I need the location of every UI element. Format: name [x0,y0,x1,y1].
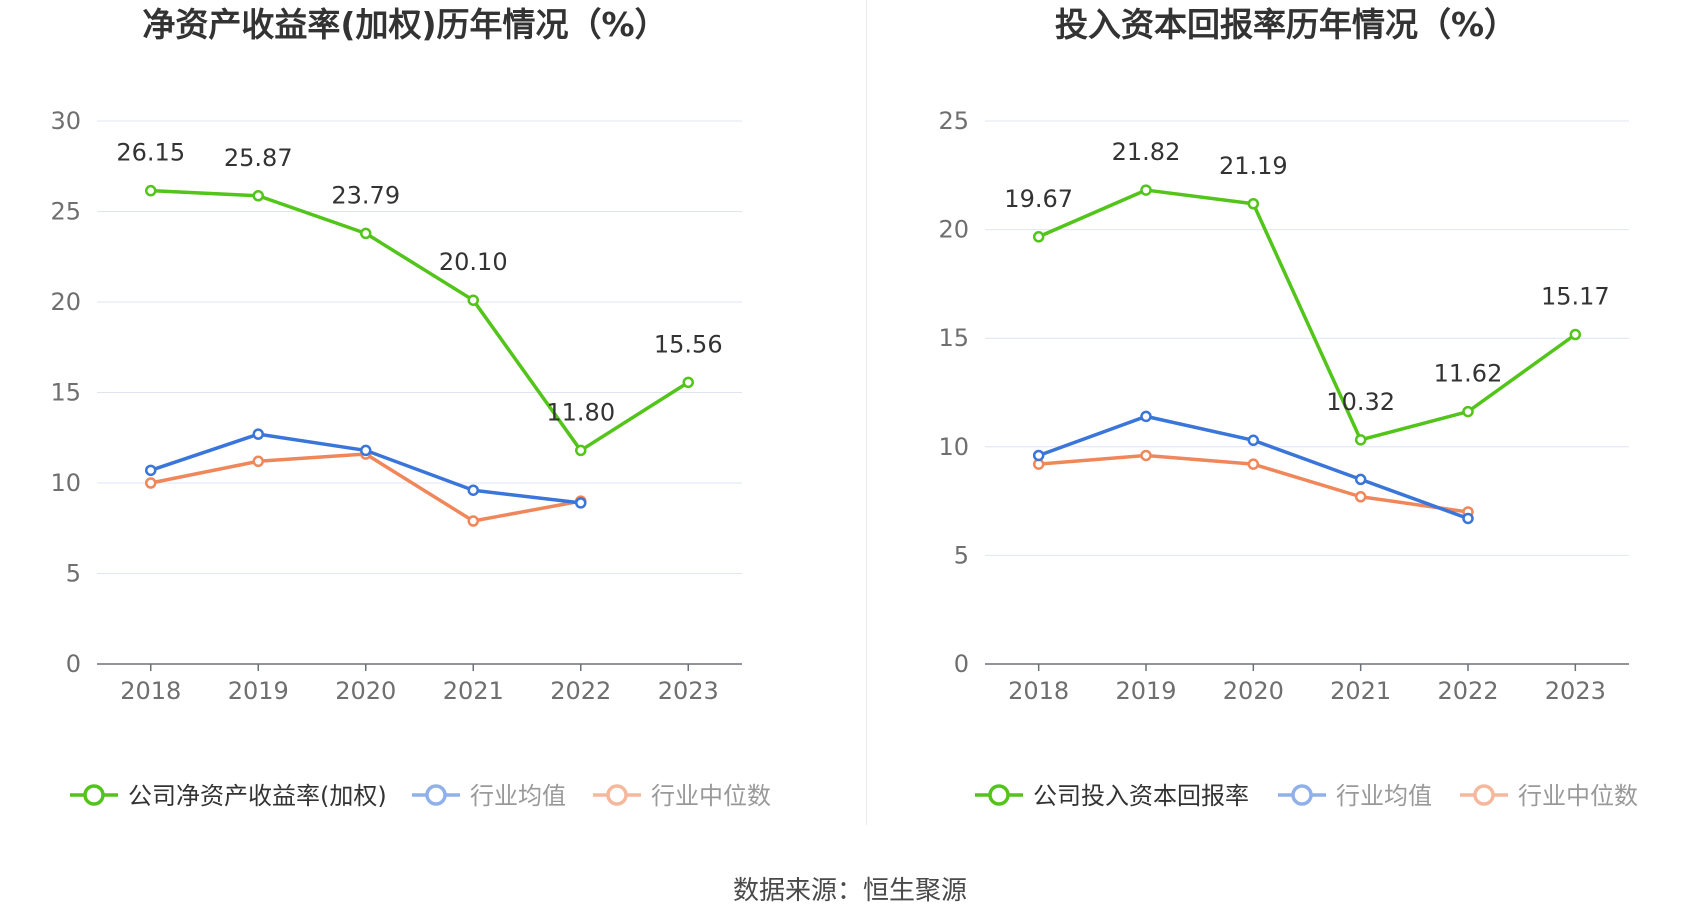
legend-marker-industry-median-series [1473,784,1495,806]
industry-average-series-point [467,484,479,496]
company-series-line [1037,188,1577,442]
chart-title: 投入资本回报率历年情况（%） [1055,5,1517,44]
x-tick-label: 2021 [1330,677,1391,705]
data-label: 10.32 [1326,388,1395,416]
y-tick-label: 5 [954,541,969,569]
data-label: 11.62 [1434,360,1503,388]
y-tick-label: 25 [50,198,81,226]
x-tick-label: 2019 [1115,677,1176,705]
company-series-point [1032,231,1045,243]
chart-divider [866,0,867,825]
industry-average-series-point [1462,512,1474,525]
y-tick-label: 25 [938,107,969,135]
company-series-point [575,444,587,457]
x-tick-label: 2018 [1008,677,1069,705]
company-series-point [360,227,372,240]
x-tick-label: 2019 [228,677,289,705]
y-tick-label: 20 [938,216,969,244]
company-series-point [1354,434,1367,446]
company-series-point [1247,198,1260,210]
company-series-point [1140,184,1152,196]
industry-average-series-point [1140,410,1152,423]
legend-label-company-series: 公司投入资本回报率 [1033,782,1249,810]
legend-label-industry-median-series: 行业中位数 [1518,782,1638,810]
x-tick-label: 2018 [120,677,181,705]
legend-marker-company-series [83,784,105,806]
industry-average-series-point [575,497,587,509]
legend-label-company-series: 公司净资产收益率(加权) [128,782,387,810]
industry-average-series-point [360,444,372,457]
x-tick-label: 2020 [335,677,396,705]
x-tick-label: 2021 [443,677,504,705]
roe-chart-panel: 净资产收益率(加权)历年情况（%） 0 5 10 15 20 25 30 2018 2019 202… [0,0,850,840]
data-label: 15.56 [654,330,723,358]
industry-average-series-point [1032,449,1045,462]
company-series-point [467,294,479,306]
roic-chart: 投入资本回报率历年情况（%） 0 5 10 15 20 25 2018 2019 2020 2021… [938,5,1638,810]
x-tick-label: 2020 [1223,677,1284,705]
industry-median-series-point [1140,449,1152,462]
data-label: 19.67 [1004,185,1073,213]
company-series-point [682,376,694,389]
industry-median-series-point [467,515,479,527]
data-label: 21.82 [1112,138,1181,166]
industry-median-series-point [1247,458,1260,470]
company-series-point [1569,328,1582,341]
legend-label-industry-average-series: 行业均值 [470,782,566,810]
y-tick-label: 10 [938,433,969,461]
roe-chart: 净资产收益率(加权)历年情况（%） 0 5 10 15 20 25 30 2018 2019 202… [50,5,771,810]
industry-median-series-point [1354,491,1367,503]
x-tick-label: 2022 [1437,677,1498,705]
roic-chart-panel: 投入资本回报率历年情况（%） 0 5 10 15 20 25 2018 2019 2020 2021… [850,0,1700,840]
data-label: 26.15 [116,139,185,167]
legend-marker-industry-median-series [606,784,628,806]
data-label: 21.19 [1219,152,1288,180]
y-tick-label: 15 [50,379,81,407]
company-series-point [1462,405,1474,418]
legend-marker-industry-average-series [1291,784,1313,806]
company-series-line [150,188,690,453]
chart-title: 净资产收益率(加权)历年情况（%） [142,5,667,44]
y-tick-label: 0 [954,650,969,678]
data-label: 11.80 [546,398,615,426]
legend-marker-company-series [988,784,1010,806]
industry-average-series-point [252,428,264,440]
legend-label-industry-median-series: 行业中位数 [651,782,771,810]
legend-marker-industry-average-series [425,784,447,806]
y-tick-label: 20 [50,288,81,316]
y-tick-label: 10 [50,469,81,497]
industry-average-series-point [145,464,157,477]
data-source-label: 数据来源：恒生聚源 [732,876,967,906]
y-tick-label: 15 [938,324,969,352]
industry-median-series-point [145,477,157,489]
company-series-point [252,190,264,202]
industry-median-series-point [252,455,264,468]
x-tick-label: 2022 [550,677,611,705]
data-label: 25.87 [224,144,293,172]
x-tick-label: 2023 [1545,677,1606,705]
industry-average-series-point [1354,473,1367,486]
y-tick-label: 5 [66,560,81,588]
legend-label-industry-average-series: 行业均值 [1336,782,1432,810]
data-label: 15.17 [1541,283,1610,311]
industry-average-series-point [1247,434,1260,447]
y-tick-label: 30 [50,107,81,135]
industry-median-series-line [150,452,582,523]
y-tick-label: 0 [66,650,81,678]
company-series-point [145,184,157,197]
data-label: 20.10 [439,248,508,276]
x-tick-label: 2023 [658,677,719,705]
data-label: 23.79 [331,181,400,209]
